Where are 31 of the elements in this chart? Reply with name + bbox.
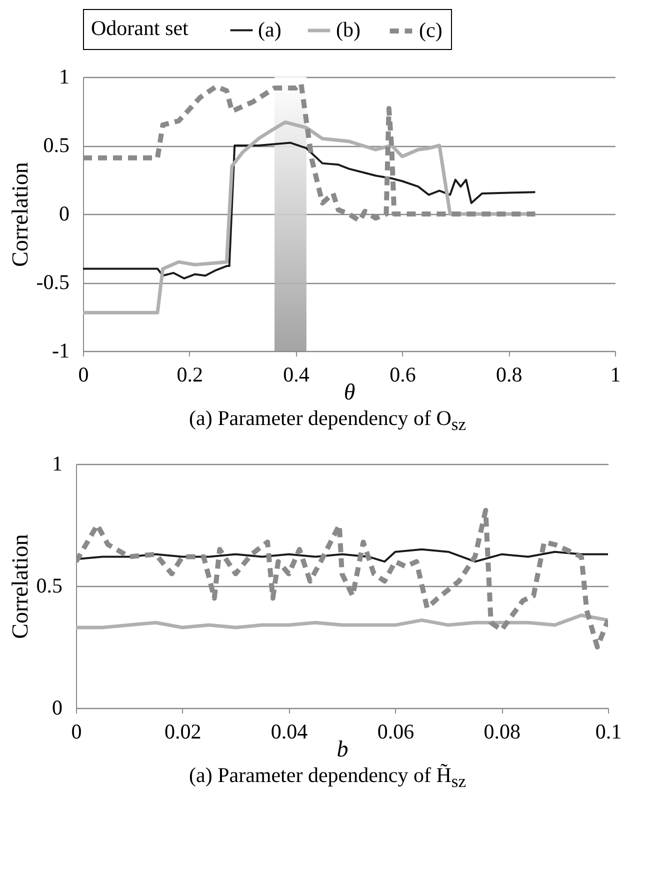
- x-tick-label: 0.6: [390, 362, 416, 386]
- x-tick-label: 0.06: [377, 720, 414, 744]
- x-tick-label: 1: [610, 362, 621, 386]
- legend-label: (a): [258, 17, 282, 42]
- x-tick-label: 0.8: [496, 362, 522, 386]
- legend-label: (b): [336, 18, 360, 42]
- legend-title: Odorant set: [91, 16, 189, 40]
- y-axis-title: Correlation: [7, 162, 32, 267]
- y-tick-label: 1: [52, 452, 62, 476]
- y-tick-label: 0: [59, 202, 70, 226]
- x-tick-label: 0.1: [595, 720, 622, 744]
- x-tick-label: 0.08: [484, 720, 520, 744]
- text: (a) Parameter dependency of H̃$_{sz}$: [188, 763, 467, 792]
- x-axis-title: θ: [344, 380, 356, 404]
- y-tick-label: 1: [59, 64, 70, 88]
- y-tick-label: 0: [52, 696, 62, 720]
- x-tick-label: 0: [78, 362, 89, 386]
- text: (a) Parameter dependency of O$_{sz}$: [188, 406, 467, 436]
- y-tick-label: -1: [52, 338, 70, 362]
- y-axis-title: Correlation: [7, 534, 32, 640]
- y-tick-label: -0.5: [36, 270, 70, 294]
- legend-label: (c): [419, 18, 442, 42]
- x-axis-title: b: [336, 736, 348, 762]
- x-tick-label: 0.02: [164, 720, 202, 744]
- line-series: [83, 142, 536, 280]
- line-series: [76, 614, 608, 630]
- y-tick-label: 0.5: [43, 133, 70, 157]
- x-tick-label: 0.04: [270, 720, 308, 744]
- x-tick-label: 0.2: [176, 362, 204, 386]
- x-tick-label: 0.4: [283, 362, 310, 386]
- y-tick-label: 0.5: [36, 574, 62, 598]
